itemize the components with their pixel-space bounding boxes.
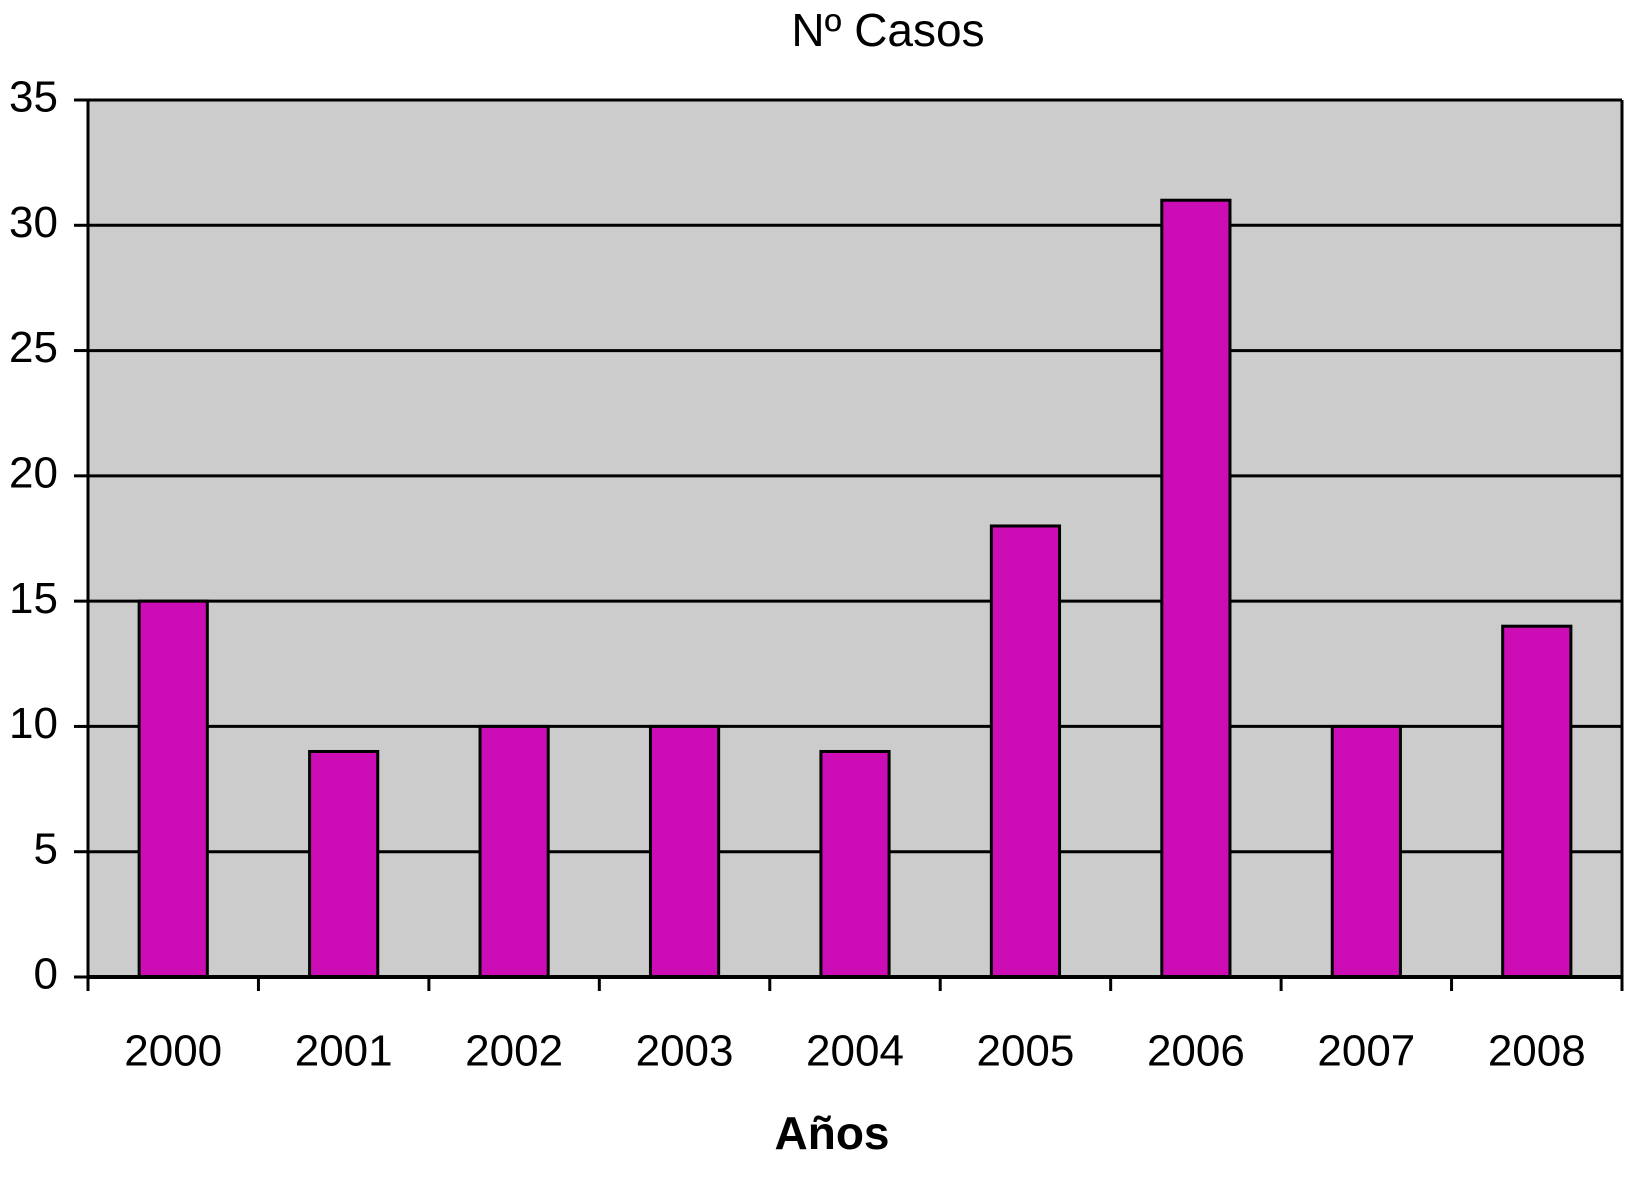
bar [648,724,721,979]
y-tick-label: 0 [34,950,58,999]
x-tick-label: 2005 [976,1027,1074,1076]
bar [137,599,209,979]
bar [1330,724,1402,979]
chart-title: Nº Casos [791,4,984,56]
y-tick-label: 20 [9,448,58,497]
x-tick-label: 2000 [124,1027,222,1076]
y-tick-label: 5 [34,824,58,873]
y-tick-label: 25 [9,323,58,372]
y-tick-label: 15 [9,574,58,623]
x-tick-label: 2001 [295,1027,393,1076]
x-tick-label: 2007 [1317,1027,1415,1076]
y-tick-label: 30 [9,198,58,247]
x-tick-label: 2003 [636,1027,734,1076]
bar [478,724,550,979]
y-tick-label: 10 [9,699,58,748]
x-tick-label: 2002 [465,1027,563,1076]
bar [819,749,891,979]
y-tick-label: 35 [9,73,58,122]
bar [1160,198,1232,979]
x-tick-label: 2008 [1488,1027,1586,1076]
x-tick-label: 2006 [1147,1027,1245,1076]
bar [308,749,380,979]
x-axis-title: Años [775,1107,890,1159]
bar [989,524,1062,979]
x-tick-label: 2004 [806,1027,904,1076]
bar [1501,624,1573,979]
